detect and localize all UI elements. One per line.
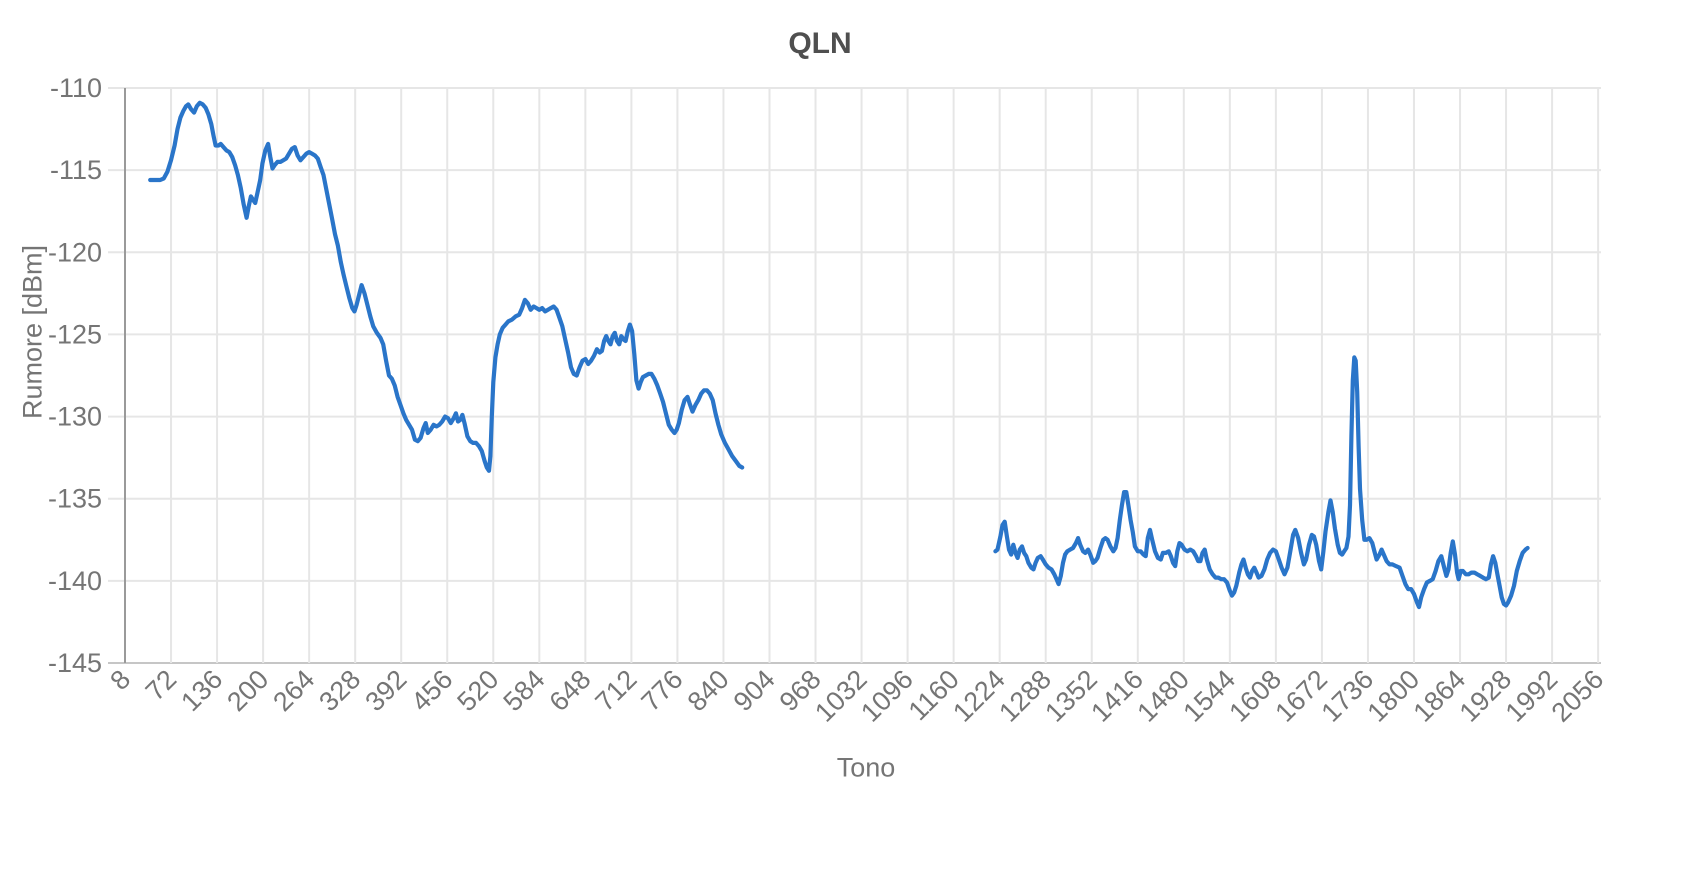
series-line[interactable] xyxy=(993,355,1530,610)
x-tick-label: 1864 xyxy=(1408,664,1472,728)
y-tick-label: -120 xyxy=(48,237,102,267)
x-tick-label: 200 xyxy=(221,664,274,717)
x-tick-label: 1736 xyxy=(1315,664,1379,728)
x-tick-label: 1032 xyxy=(809,664,873,728)
x-tick-label: 1224 xyxy=(947,664,1011,728)
x-tick-label: 72 xyxy=(140,664,182,706)
x-tick-label: 584 xyxy=(497,664,550,717)
x-tick-label: 1672 xyxy=(1269,664,1333,728)
series-line[interactable] xyxy=(148,100,745,473)
x-tick-label: 264 xyxy=(267,664,320,717)
y-tick-label: -125 xyxy=(48,319,102,349)
x-tick-label: 136 xyxy=(175,664,228,717)
x-tick-label: 648 xyxy=(544,664,597,717)
x-tick-label: 1928 xyxy=(1454,664,1518,728)
x-tick-label: 1800 xyxy=(1362,664,1426,728)
x-tick-label: 1608 xyxy=(1223,664,1287,728)
x-tick-label: 904 xyxy=(728,664,781,717)
x-tick-label: 1416 xyxy=(1085,664,1149,728)
y-tick-label: -145 xyxy=(48,648,102,678)
y-tick-label: -135 xyxy=(48,484,102,514)
chart-title: QLN xyxy=(788,27,852,60)
x-tick-label: 1096 xyxy=(855,664,919,728)
x-tick-label: 776 xyxy=(636,664,689,717)
x-tick-label: 1992 xyxy=(1500,664,1564,728)
x-tick-label: 456 xyxy=(405,664,458,717)
y-tick-label: -110 xyxy=(50,73,102,103)
y-axis-title: Rumore [dBm] xyxy=(17,244,48,420)
x-tick-label: 520 xyxy=(451,664,504,717)
x-tick-label: 1544 xyxy=(1177,664,1241,728)
x-tick-label: 1352 xyxy=(1039,664,1103,728)
x-tick-label: 328 xyxy=(313,664,366,717)
x-tick-label: 840 xyxy=(682,664,735,717)
x-tick-label: 1480 xyxy=(1131,664,1195,728)
x-tick-label: 8 xyxy=(104,664,136,696)
x-tick-label: 712 xyxy=(590,664,643,717)
x-tick-label: 1160 xyxy=(903,664,965,726)
x-axis-title: Tono xyxy=(836,752,896,783)
x-tick-label: 1288 xyxy=(993,664,1057,728)
y-tick-label: -115 xyxy=(50,155,102,185)
x-tick-label: 2056 xyxy=(1546,664,1610,728)
y-tick-label: -130 xyxy=(48,402,102,432)
y-tick-label: -140 xyxy=(48,566,102,596)
x-tick-label: 392 xyxy=(359,664,412,717)
